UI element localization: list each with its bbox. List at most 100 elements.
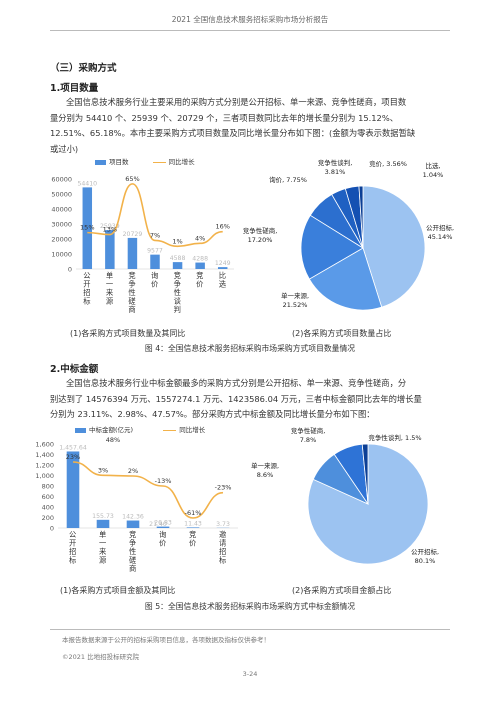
x-tick-label: 单 <box>99 530 106 539</box>
y-tick-label: 800 <box>42 483 54 491</box>
pie-slice-label: 询价, 7.75% <box>269 175 307 184</box>
x-tick-label: 标 <box>83 297 90 306</box>
x-tick-label: 询 <box>151 271 158 280</box>
pie-slice-label: 竞争性磋商, <box>243 226 278 235</box>
bar-value-label: 20729 <box>123 231 143 238</box>
growth-label: 2% <box>128 467 138 475</box>
bar <box>96 519 110 528</box>
pie-slice-label: 17.20% <box>248 236 273 244</box>
bar <box>172 262 183 269</box>
x-tick-label: 源 <box>99 556 107 565</box>
legend-line-swatch <box>152 161 166 163</box>
pie-slice-label: 80.1% <box>415 557 436 565</box>
bar-value-label: 9577 <box>147 248 163 255</box>
caption-chart2: (2)各采购方式项目数量占比 <box>292 329 392 338</box>
bar <box>127 237 138 269</box>
part1-line: 全国信息技术服务行业主要采用的采购方式分别是公开招标、单一来源、竞争性磋商，项目… <box>66 97 407 107</box>
pie-slice-label: 21.52% <box>283 301 308 309</box>
footer-copyright: ©2021 比地招投标研究院 <box>62 653 140 661</box>
bar-value-label: 3.73 <box>216 521 230 528</box>
x-tick-label: 来 <box>99 547 107 556</box>
legend-bar-swatch <box>95 159 106 165</box>
chart3-legend: 中标金额(亿元) 同比增长 <box>75 424 205 434</box>
x-tick-label: 商 <box>128 305 135 314</box>
x-tick-label: 开 <box>83 280 90 289</box>
growth-label: 4% <box>195 234 205 242</box>
x-tick-label: 比 <box>219 271 226 280</box>
x-tick-label: 商 <box>129 564 136 573</box>
x-tick-label: 磋 <box>129 556 136 565</box>
pie-slice-label: 竞争性磋商, <box>291 426 326 435</box>
pie-slice <box>362 185 426 308</box>
y-tick-label: 20000 <box>51 236 72 244</box>
header-divider <box>50 30 450 31</box>
y-tick-label: 200 <box>42 514 54 522</box>
x-tick-label: 标 <box>219 556 226 565</box>
x-tick-label: 开 <box>69 539 76 548</box>
x-tick-label: 来 <box>106 288 114 297</box>
bar-value-label: 25939 <box>100 223 120 230</box>
x-tick-label: 招 <box>83 288 90 297</box>
pie-slice-label: 公开招标, <box>426 223 454 232</box>
caption-chart3: (1)各采购方式项目金额及其同比 <box>60 586 176 595</box>
y-tick-label: 40000 <box>51 206 72 214</box>
bar <box>156 526 170 528</box>
x-tick-label: 价 <box>196 280 204 289</box>
x-tick-label: 一 <box>99 539 106 548</box>
pie-slice <box>358 185 364 249</box>
bar-value-label: 155.73 <box>92 513 114 520</box>
growth-label: -61% <box>185 509 202 517</box>
page-number: 3-24 <box>242 670 258 678</box>
pie-slice <box>307 443 429 565</box>
pie-slice-label: 单一来源, <box>251 461 279 470</box>
growth-line <box>72 461 224 519</box>
legend-bar-swatch <box>75 427 86 433</box>
x-tick-label: 选 <box>219 280 227 289</box>
growth-label: 7% <box>150 231 160 239</box>
x-tick-label: 招 <box>219 547 226 556</box>
bar <box>186 527 200 528</box>
y-tick-label: 30000 <box>51 221 72 229</box>
part1-title: 1.项目数量 <box>50 83 99 94</box>
chart-project-count: 0 10000 20000 30000 40000 50000 60000 54410 公开招标… <box>51 175 234 314</box>
y-tick-label: 1,600 <box>35 441 54 449</box>
x-tick-label: 单 <box>106 271 113 280</box>
growth-label: 13% <box>103 226 117 234</box>
chart-project-share: 公开招标,45.14% 单一来源,21.52% 竞争性磋商,17.20% 询价, 7.… <box>243 158 454 311</box>
legend-bar-label: 中标金额(亿元) <box>89 426 134 434</box>
x-tick-label: 公 <box>83 271 91 280</box>
part1-line: 量分别为 54410 个、25939 个、20729 个，三者项目数同比去年的增… <box>50 112 399 123</box>
y-tick-label: 50000 <box>51 191 72 199</box>
growth-label: -23% <box>215 484 232 492</box>
report-header: 2021 全国信息技术服务招标采购市场分析报告 <box>171 15 329 24</box>
caption-chart4: (2)各采购方式项目金额占比 <box>292 586 392 595</box>
caption-chart1: (1)各采购方式项目数量及其同比 <box>70 329 186 338</box>
pie-slice-label: 竞价, 3.56% <box>369 159 407 168</box>
x-tick-label: 争 <box>128 280 135 289</box>
x-tick-label: 竞 <box>174 271 181 280</box>
growth-label: 16% <box>215 223 229 231</box>
legend-line-label: 同比增长 <box>168 158 195 166</box>
bar-value-label: 26.83 <box>154 520 172 527</box>
chart-award-amount: 0 200 400 600 800 1,000 1,200 1,400 1,600 1,457.6… <box>35 436 238 573</box>
extra-value-label: 21.40 <box>149 521 167 528</box>
bar <box>195 262 205 269</box>
part2-title: 2.中标金额 <box>50 364 99 375</box>
growth-label: 1% <box>172 237 182 245</box>
footer-divider <box>50 629 450 630</box>
x-tick-label: 竞 <box>189 530 196 539</box>
legend-line-swatch <box>163 429 177 431</box>
part2-line: 别达到了 14576394 万元、1557274.1 万元、1423586.04… <box>50 393 422 404</box>
x-tick-label: 公 <box>69 530 77 539</box>
x-tick-label: 性 <box>128 288 135 297</box>
x-tick-label: 竞 <box>196 271 203 280</box>
x-tick-label: 谈 <box>174 297 182 306</box>
pie-slice-label: 7.8% <box>300 436 317 444</box>
growth-label: -13% <box>155 477 172 485</box>
y-tick-label: 400 <box>42 504 54 512</box>
bar <box>82 187 93 269</box>
x-tick-label: 邀 <box>219 530 227 539</box>
y-tick-label: 600 <box>42 493 54 501</box>
part2-line: 全国信息技术服务行业中标金额最多的采购方式分别是公开招标、单一来源、竞争性磋商，… <box>66 378 407 388</box>
pie-slice-label: 3.81% <box>325 168 346 176</box>
